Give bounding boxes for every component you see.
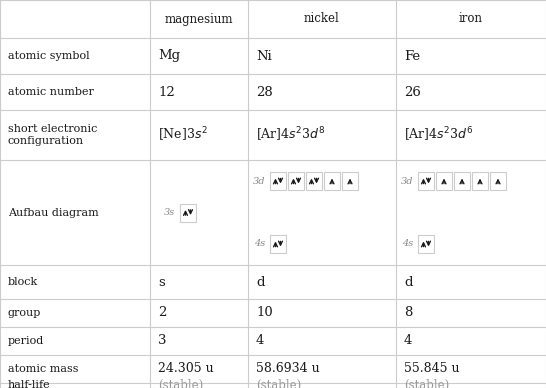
Text: atomic symbol: atomic symbol: [8, 51, 90, 61]
Text: 58.6934 u: 58.6934 u: [256, 362, 319, 376]
Text: (stable): (stable): [404, 379, 449, 388]
Bar: [288, 172, 304, 190]
Text: 26: 26: [404, 85, 421, 99]
Text: 55.845 u: 55.845 u: [404, 362, 460, 376]
Text: magnesium: magnesium: [165, 12, 233, 26]
Bar: [270, 235, 286, 253]
Text: Ni: Ni: [256, 50, 272, 62]
Bar: [306, 172, 322, 190]
Text: 28: 28: [256, 85, 273, 99]
Text: 4: 4: [256, 334, 264, 348]
Text: group: group: [8, 308, 41, 318]
Text: 3d: 3d: [252, 177, 265, 185]
Text: [Ne]3$s^2$: [Ne]3$s^2$: [158, 126, 207, 144]
Text: 4: 4: [404, 334, 412, 348]
Text: 3d: 3d: [401, 177, 413, 185]
Text: 3: 3: [158, 334, 167, 348]
Text: d: d: [256, 275, 264, 289]
Bar: [324, 172, 340, 190]
Text: 12: 12: [158, 85, 175, 99]
Text: 4s: 4s: [402, 239, 413, 248]
Bar: [270, 172, 286, 190]
Text: 8: 8: [404, 307, 412, 319]
Text: Fe: Fe: [404, 50, 420, 62]
Text: Mg: Mg: [158, 50, 180, 62]
Bar: [180, 203, 196, 222]
Bar: [436, 172, 452, 190]
Text: [Ar]4$s^2$3$d^8$: [Ar]4$s^2$3$d^8$: [256, 126, 325, 144]
Bar: [454, 172, 470, 190]
Text: nickel: nickel: [304, 12, 340, 26]
Text: Aufbau diagram: Aufbau diagram: [8, 208, 99, 218]
Text: block: block: [8, 277, 38, 287]
Bar: [342, 172, 358, 190]
Text: iron: iron: [459, 12, 483, 26]
Text: atomic number: atomic number: [8, 87, 94, 97]
Text: [Ar]4$s^2$3$d^6$: [Ar]4$s^2$3$d^6$: [404, 126, 473, 144]
Text: short electronic
configuration: short electronic configuration: [8, 124, 97, 146]
Text: (stable): (stable): [256, 379, 301, 388]
Text: period: period: [8, 336, 44, 346]
Text: (stable): (stable): [158, 379, 203, 388]
Bar: [490, 172, 506, 190]
Text: atomic mass: atomic mass: [8, 364, 79, 374]
Text: 3s: 3s: [164, 208, 175, 217]
Text: d: d: [404, 275, 412, 289]
Bar: [418, 235, 434, 253]
Text: 4s: 4s: [254, 239, 265, 248]
Text: 24.305 u: 24.305 u: [158, 362, 213, 376]
Bar: [418, 172, 434, 190]
Bar: [472, 172, 488, 190]
Text: 10: 10: [256, 307, 273, 319]
Text: 2: 2: [158, 307, 167, 319]
Text: s: s: [158, 275, 165, 289]
Text: half-life: half-life: [8, 381, 51, 388]
